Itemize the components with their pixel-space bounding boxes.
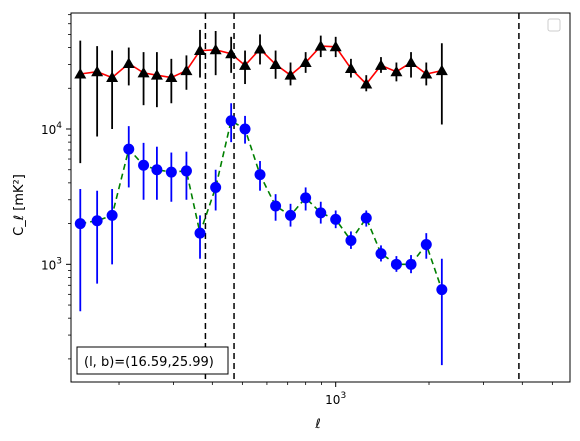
- data-point: [405, 258, 417, 270]
- data-point: [254, 169, 266, 181]
- data-point: [165, 166, 177, 178]
- data-point: [374, 59, 387, 70]
- data-point: [225, 115, 237, 127]
- data-point: [150, 69, 163, 80]
- data-point: [269, 58, 282, 69]
- annotation-box: (l, b)=(16.59,25.99): [76, 346, 229, 375]
- data-point: [284, 69, 297, 80]
- data-point: [239, 123, 251, 135]
- data-point: [137, 66, 150, 78]
- annotation-text: (l, b)=(16.59,25.99): [84, 355, 214, 370]
- axis-ticks: 103 103 104: [41, 14, 553, 407]
- error-bars: [79, 29, 443, 366]
- data-point: [285, 209, 297, 221]
- x-axis-label: ℓ: [314, 417, 320, 432]
- data-point: [151, 164, 163, 176]
- data-point: [344, 62, 357, 74]
- data-point: [360, 78, 373, 89]
- x-tick-label: 103: [325, 391, 346, 407]
- data-point: [420, 239, 432, 251]
- data-point: [329, 40, 342, 52]
- data-point: [390, 258, 402, 270]
- data-point: [420, 67, 433, 79]
- data-point: [122, 57, 135, 68]
- plot-frame: [70, 12, 571, 383]
- data-point: [74, 67, 87, 79]
- legend-box: [547, 18, 561, 32]
- markers: [74, 40, 448, 296]
- series-line: [80, 119, 443, 290]
- data-point: [91, 215, 103, 227]
- data-point: [209, 43, 222, 55]
- data-point: [180, 165, 192, 177]
- data-point: [180, 64, 193, 76]
- data-point: [435, 64, 448, 76]
- series-lines: [80, 45, 443, 290]
- data-point: [314, 40, 327, 51]
- data-point: [254, 43, 267, 54]
- data-point: [91, 65, 104, 77]
- data-point: [300, 192, 312, 204]
- y-tick-label: 103: [41, 256, 62, 272]
- data-point: [390, 65, 403, 77]
- data-point: [436, 284, 448, 296]
- data-point: [194, 227, 206, 239]
- data-point: [315, 207, 327, 219]
- data-point: [239, 59, 252, 70]
- data-point: [345, 234, 357, 246]
- data-point: [270, 200, 282, 212]
- data-point: [299, 56, 312, 68]
- data-point: [194, 44, 207, 56]
- data-point: [165, 71, 178, 83]
- y-tick-label: 104: [41, 121, 62, 137]
- data-point: [330, 213, 342, 225]
- data-point: [225, 47, 238, 59]
- data-point: [138, 159, 150, 171]
- data-point: [360, 212, 372, 224]
- data-point: [106, 209, 118, 221]
- data-point: [123, 143, 135, 155]
- y-axis-label: C_ℓ [mK²]: [12, 174, 27, 236]
- data-point: [106, 71, 119, 83]
- vertical-lines: [204, 13, 520, 382]
- data-point: [405, 56, 418, 68]
- data-point: [210, 181, 222, 193]
- data-point: [74, 218, 86, 230]
- data-point: [375, 248, 387, 260]
